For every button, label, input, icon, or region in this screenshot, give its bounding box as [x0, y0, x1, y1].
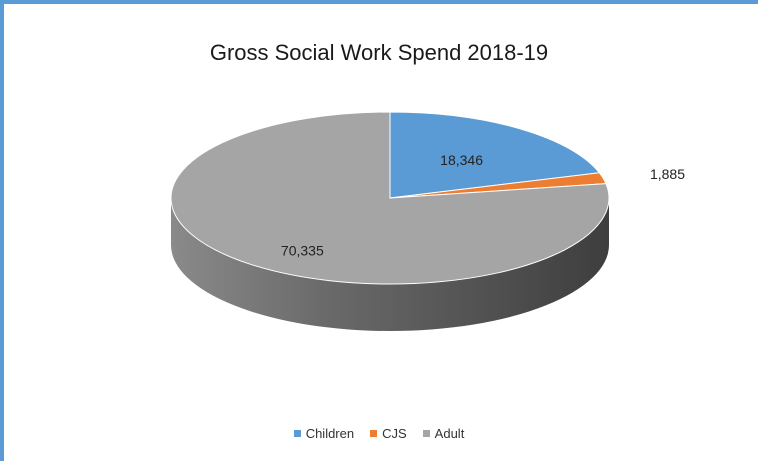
legend-swatch-children — [293, 430, 301, 437]
chart-title: Gross Social Work Spend 2018-19 — [209, 40, 549, 65]
legend-label-children: Children — [305, 426, 355, 441]
data-label-children: 18,346 — [440, 152, 483, 168]
data-label-adult: 70,335 — [281, 243, 324, 259]
legend-label-cjs: CJS — [382, 426, 407, 441]
legend-label-adult: Adult — [434, 426, 465, 441]
chart-legend: Children CJS Adult — [0, 426, 758, 441]
pie-slice-adult — [170, 111, 610, 285]
legend-item-cjs: CJS — [370, 426, 407, 441]
data-label-cjs: 1,885 — [650, 166, 685, 182]
legend-swatch-adult — [422, 430, 430, 437]
pie-slice-children — [389, 111, 601, 199]
legend-item-adult: Adult — [422, 426, 465, 441]
legend-swatch-cjs — [370, 430, 378, 437]
pie-side-wall — [171, 198, 609, 331]
legend-item-children: Children — [293, 426, 355, 441]
